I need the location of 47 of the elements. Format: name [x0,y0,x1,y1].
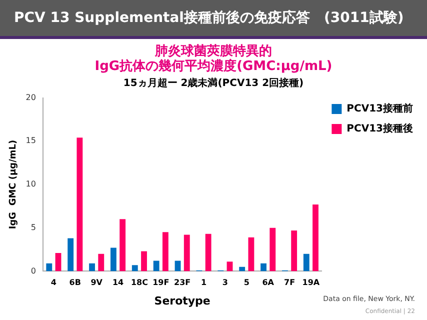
y-tick-label: 10 [26,180,36,189]
bar [89,263,95,272]
y-axis-title: IgG GMC (μg/mL) [8,140,19,230]
x-tick-label: 19A [302,278,320,288]
x-tick-label: 19F [152,278,170,288]
bar [260,263,266,272]
bar [248,237,254,272]
chart-subtitle: 肺炎球菌莢膜特異的 IgG抗体の幾何平均濃度(GMC:μg/mL) [94,44,334,74]
bar [153,260,160,272]
x-tick-label: 18C [130,278,148,288]
bar [141,251,147,272]
bar [270,228,276,272]
x-tick-label: 4 [50,278,57,288]
x-tick-label: 9V [90,278,104,288]
bar [110,248,116,272]
bar [132,265,138,272]
legend-label: PCV13接種後 [346,122,414,135]
y-tick-label: 5 [30,222,36,232]
x-tick-label: 5 [244,278,250,288]
x-tick-label: 1 [200,278,207,288]
x-tick-label: 6B [69,278,81,288]
bar [120,219,126,272]
y-tick-label: 15 [26,136,36,146]
bar [303,254,310,272]
y-tick-label: 0 [30,266,36,276]
bar [312,204,318,272]
bar [239,266,246,272]
bar [184,234,190,272]
x-tick-label: 14 [112,278,124,288]
x-tick-label: 3 [222,278,228,288]
bar [68,238,74,272]
bar [162,232,168,272]
bar [205,234,212,272]
bar [55,252,62,272]
text: 15ヵ月超ー 2歳未満(PCV13 2回接種) [122,76,305,90]
bar [291,230,298,272]
x-axis-title: Serotype [154,294,210,308]
bar [98,254,104,272]
x-tick-label: 7F [284,278,296,288]
chart-title: PCV 13 Supplemental接種前後の免疫応答 (3011試験) [0,0,427,39]
bar [46,263,52,272]
y-tick-label: 20 [26,92,36,102]
bar [76,138,83,272]
legend-label: PCV13接種前 [346,102,414,115]
x-tick-label: 23F [174,278,191,288]
bar [226,262,233,272]
x-tick-label: 6A [262,278,275,288]
